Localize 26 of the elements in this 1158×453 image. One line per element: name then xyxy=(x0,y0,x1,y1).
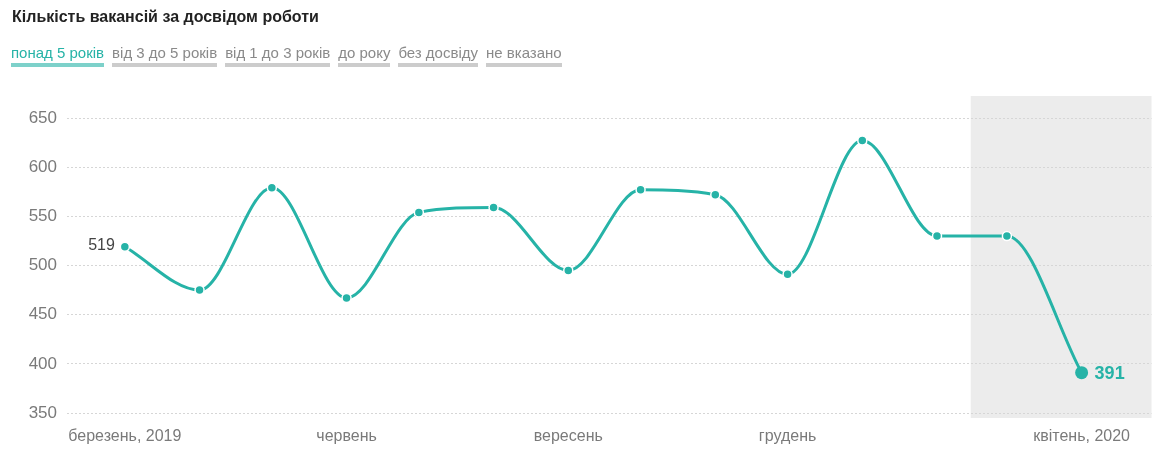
y-tick-label: 400 xyxy=(28,353,57,373)
chart-title: Кількість вакансій за досвідом роботи xyxy=(12,8,319,26)
point xyxy=(857,135,868,146)
y-tick-label: 650 xyxy=(28,107,57,127)
data-label: 391 xyxy=(1094,362,1125,383)
text: до року xyxy=(338,44,391,67)
x-tick-label: вересень xyxy=(533,427,603,445)
point xyxy=(563,265,574,276)
text: не вказано xyxy=(486,44,562,67)
y-tick-label: 500 xyxy=(28,255,57,275)
x-tick-label: квітень, 2020 xyxy=(1033,427,1131,445)
data-label: 519 xyxy=(88,236,115,254)
text: від 1 до 3 років xyxy=(225,44,331,67)
point xyxy=(488,202,499,213)
y-tick-label: 450 xyxy=(28,304,57,324)
point xyxy=(413,207,425,218)
y-tick-label: 550 xyxy=(28,206,57,226)
x-tick-label: червень xyxy=(316,427,377,445)
text: від 3 до 5 років xyxy=(112,44,218,67)
x-tick-label: березень, 2019 xyxy=(68,427,182,445)
y-tick-label: 350 xyxy=(28,402,57,422)
point xyxy=(1001,230,1013,242)
text: понад 5 років xyxy=(11,44,105,67)
text: без досвіду xyxy=(398,44,479,67)
y-tick-label: 600 xyxy=(28,156,57,176)
x-tick-label: грудень xyxy=(758,427,817,445)
